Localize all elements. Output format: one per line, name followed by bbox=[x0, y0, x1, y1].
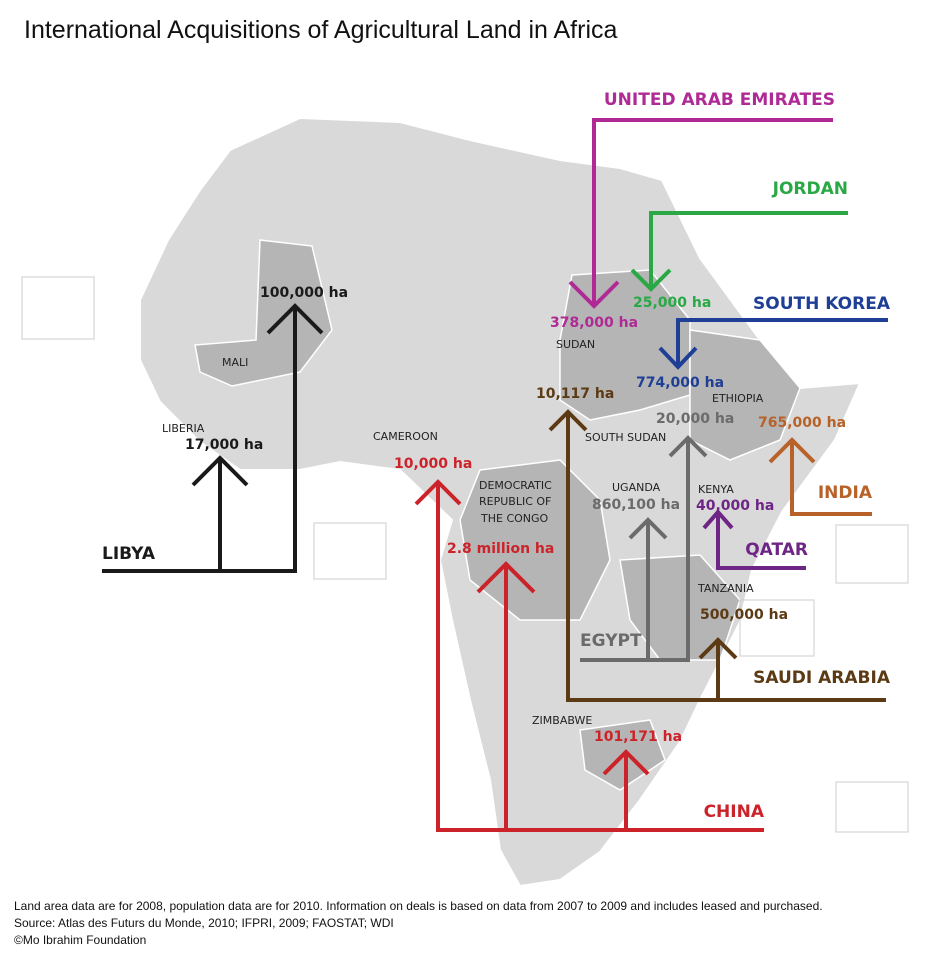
deal-amount: 10,000 ha bbox=[394, 456, 472, 472]
deal-amount: 17,000 ha bbox=[185, 437, 263, 453]
china-flows: CHINA 10,000 ha 2.8 million ha 101,171 h… bbox=[394, 456, 765, 832]
arrow bbox=[548, 409, 886, 702]
deal-amount: 10,117 ha bbox=[536, 386, 614, 402]
inset-box bbox=[313, 522, 387, 580]
country-label: CAMEROON bbox=[373, 430, 438, 443]
india-flows: INDIA 765,000 ha bbox=[758, 415, 873, 516]
footnote-line: Source: Atlas des Futurs du Monde, 2010;… bbox=[14, 916, 394, 930]
inset-box bbox=[835, 781, 909, 833]
deal-amount: 765,000 ha bbox=[758, 415, 846, 431]
investor-label: UNITED ARAB EMIRATES bbox=[604, 90, 835, 110]
sudan bbox=[559, 269, 691, 421]
libya-flows: LIBYA 100,000 ha 17,000 ha bbox=[102, 285, 348, 573]
arrow bbox=[414, 479, 764, 832]
arrow bbox=[768, 437, 872, 516]
footnote: Land area data are for 2008, population … bbox=[14, 899, 823, 947]
country-label: MALI bbox=[222, 356, 248, 369]
investor-label: INDIA bbox=[818, 483, 873, 503]
country-label: SUDAN bbox=[556, 338, 595, 351]
country-label: THE CONGO bbox=[480, 512, 549, 525]
map bbox=[21, 116, 909, 888]
investor-label: LIBYA bbox=[102, 544, 156, 564]
qatar-flows: QATAR 40,000 ha bbox=[696, 498, 808, 570]
country-label: REPUBLIC OF bbox=[479, 495, 551, 508]
country-label: ZIMBABWE bbox=[532, 714, 592, 727]
footnote-line: ©Mo Ibrahim Foundation bbox=[14, 933, 146, 947]
deal-amount: 774,000 ha bbox=[636, 375, 724, 391]
deal-amount: 20,000 ha bbox=[656, 411, 734, 427]
country-label: KENYA bbox=[698, 483, 734, 496]
arrow bbox=[658, 318, 888, 370]
deal-amount: 40,000 ha bbox=[696, 498, 774, 514]
country-labels: MALI LIBERIA CAMEROON DEMOCRATIC REPUBLI… bbox=[162, 338, 764, 727]
inset-box bbox=[739, 599, 815, 657]
footnote-line: Land area data are for 2008, population … bbox=[14, 899, 823, 913]
deal-amount: 378,000 ha bbox=[550, 315, 638, 331]
country-label: TANZANIA bbox=[697, 582, 754, 595]
country-label: SOUTH SUDAN bbox=[585, 431, 666, 444]
south-korea-flows: SOUTH KOREA 774,000 ha bbox=[636, 294, 891, 391]
mali bbox=[194, 239, 333, 387]
investor-label: SAUDI ARABIA bbox=[753, 668, 891, 688]
jordan-flows: JORDAN 25,000 ha bbox=[630, 179, 848, 311]
investor-label: CHINA bbox=[704, 802, 765, 822]
arrow bbox=[580, 435, 708, 662]
country-label: LIBERIA bbox=[162, 422, 205, 435]
arrow bbox=[102, 303, 324, 573]
inset-box bbox=[21, 276, 95, 340]
saudi-arabia-flows: SAUDI ARABIA 10,117 ha 500,000 ha bbox=[536, 386, 891, 702]
arrow bbox=[568, 118, 833, 309]
uae-flows: UNITED ARAB EMIRATES 378,000 ha bbox=[550, 90, 835, 331]
ethiopia bbox=[689, 329, 801, 461]
deal-amount: 860,100 ha bbox=[592, 497, 680, 513]
deal-amount: 2.8 million ha bbox=[447, 541, 554, 557]
country-label: DEMOCRATIC bbox=[479, 479, 552, 492]
inset-box bbox=[835, 524, 909, 584]
investor-label: JORDAN bbox=[772, 179, 848, 199]
deal-amount: 25,000 ha bbox=[633, 295, 711, 311]
investor-label: SOUTH KOREA bbox=[753, 294, 891, 314]
egypt-flows: EGYPT 20,000 ha 860,100 ha bbox=[580, 411, 734, 662]
investor-label: QATAR bbox=[745, 540, 808, 560]
investor-label: EGYPT bbox=[580, 631, 642, 651]
deal-amount: 500,000 ha bbox=[700, 607, 788, 623]
arrow bbox=[630, 211, 848, 292]
title: International Acquisitions of Agricultur… bbox=[24, 16, 618, 44]
drc bbox=[459, 459, 611, 621]
deal-amount: 100,000 ha bbox=[260, 285, 348, 301]
deal-amount: 101,171 ha bbox=[594, 729, 682, 745]
country-label: ETHIOPIA bbox=[712, 392, 764, 405]
country-label: UGANDA bbox=[612, 481, 661, 494]
arrow bbox=[702, 508, 806, 570]
